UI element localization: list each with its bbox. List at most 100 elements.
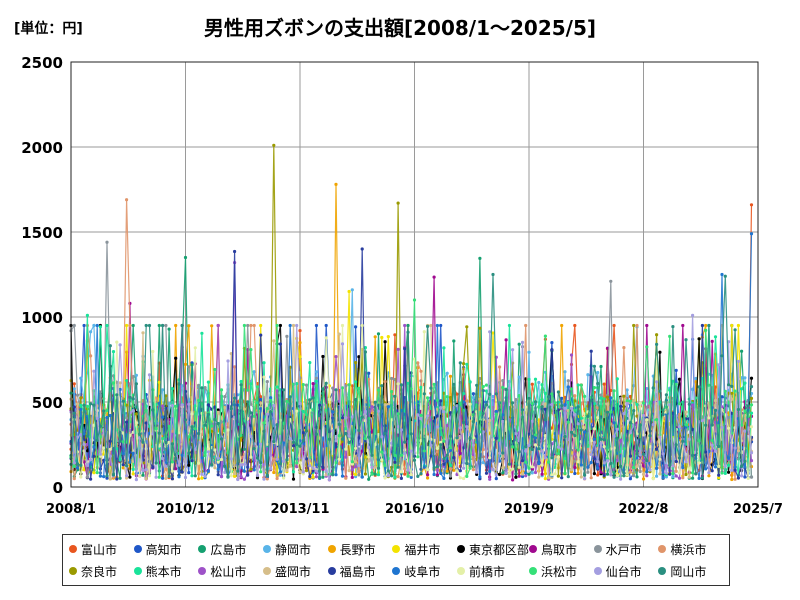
data-point (530, 419, 534, 423)
legend-label: 長野市 (339, 542, 376, 557)
data-point (164, 440, 168, 445)
data-point (625, 388, 629, 392)
data-point (596, 473, 600, 477)
data-point (147, 417, 152, 421)
data-point (612, 421, 616, 425)
data-point (383, 340, 387, 344)
data-point (576, 383, 580, 387)
data-point (334, 461, 338, 465)
data-point (491, 331, 495, 335)
data-point (295, 409, 299, 413)
data-point (383, 476, 387, 480)
data-point (252, 323, 256, 328)
data-point (432, 466, 436, 470)
data-point (599, 364, 603, 369)
data-point (282, 476, 286, 480)
data-point (131, 467, 135, 471)
data-point (203, 454, 207, 458)
data-point (524, 471, 528, 475)
data-point (612, 389, 616, 393)
data-point (314, 370, 318, 374)
data-point (691, 476, 695, 480)
data-point (147, 474, 152, 478)
data-point (619, 404, 623, 408)
data-point (386, 335, 390, 339)
data-point (131, 409, 135, 413)
data-point (295, 461, 299, 465)
data-point (354, 472, 358, 476)
data-point (393, 475, 397, 479)
data-point (226, 359, 230, 363)
data-point (576, 460, 580, 464)
data-point (170, 430, 174, 434)
data-point (282, 388, 286, 392)
legend-item: 福井市 (392, 539, 457, 559)
data-point (262, 409, 266, 413)
data-point (435, 465, 439, 469)
data-point (89, 458, 93, 462)
data-point (478, 326, 482, 330)
data-point (468, 436, 472, 441)
data-point (98, 454, 102, 458)
data-point (318, 403, 322, 407)
legend-marker-icon (593, 545, 602, 553)
data-point (651, 423, 655, 427)
data-point (337, 457, 341, 461)
data-point (141, 331, 145, 335)
data-point (278, 342, 282, 346)
data-point (200, 476, 204, 480)
data-point (599, 393, 603, 397)
data-point (419, 385, 423, 389)
data-point (193, 404, 197, 408)
data-point (269, 396, 273, 400)
data-point (645, 470, 649, 474)
legend-item: 長野市 (327, 539, 393, 559)
data-point (596, 466, 600, 470)
data-point (576, 422, 580, 426)
data-point (367, 377, 371, 381)
data-point (605, 402, 610, 406)
data-point (501, 419, 505, 424)
data-point (448, 395, 453, 400)
data-point (439, 471, 443, 475)
legend-item: 前橋市 (456, 561, 529, 581)
legend-item: 岐阜市 (392, 561, 457, 581)
data-point (730, 323, 734, 328)
data-point (357, 386, 361, 390)
data-point (524, 445, 528, 449)
data-point (216, 467, 220, 471)
data-point (288, 464, 292, 468)
data-point (108, 454, 112, 458)
data-point (674, 368, 678, 372)
data-point (360, 475, 364, 479)
data-point (730, 391, 734, 395)
data-point (475, 472, 479, 476)
data-point (193, 447, 197, 452)
data-point (301, 431, 305, 435)
data-point (311, 382, 315, 386)
data-point (272, 404, 276, 408)
data-point (717, 464, 721, 468)
data-point (566, 420, 570, 424)
data-point (376, 409, 381, 413)
data-point (730, 384, 734, 388)
data-point (72, 405, 76, 409)
data-point (491, 467, 495, 472)
data-point (504, 471, 508, 475)
data-point (677, 412, 682, 417)
data-point (340, 386, 345, 390)
data-point (350, 288, 354, 292)
data-point (75, 466, 80, 470)
data-point (533, 400, 538, 404)
data-point (85, 313, 89, 317)
data-point (340, 437, 345, 441)
data-point (128, 323, 132, 328)
data-point (684, 338, 688, 342)
data-point (641, 477, 646, 481)
data-point (432, 382, 436, 386)
data-point (422, 392, 426, 396)
data-point (560, 447, 564, 451)
data-point (550, 392, 554, 396)
data-point (462, 476, 466, 481)
data-point (350, 468, 354, 472)
